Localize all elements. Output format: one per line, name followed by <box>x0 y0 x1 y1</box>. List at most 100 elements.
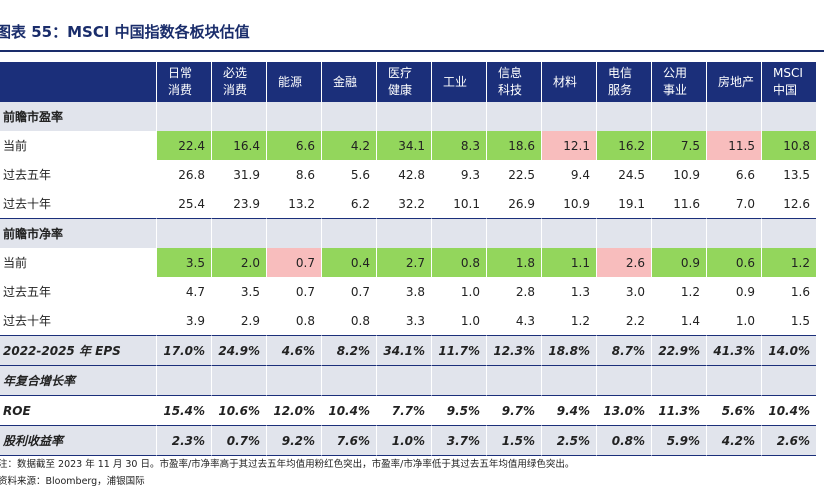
table-cell: 1.2 <box>651 277 706 306</box>
table-cell: 5.6 <box>321 160 376 189</box>
table-cell: 3.9 <box>156 306 211 336</box>
column-header-line: 中国 <box>773 83 798 97</box>
column-header: 医疗 健康 <box>376 62 431 102</box>
column-header-line: 健康 <box>388 83 413 97</box>
table-cell: 9.4 <box>541 160 596 189</box>
row-label: 股利收益率 <box>0 426 156 456</box>
table-cell: 5.9% <box>651 426 706 456</box>
table-cell: 5.6% <box>706 396 761 426</box>
table-cell: 14.0% <box>761 336 816 366</box>
table-cell: 9.4% <box>541 396 596 426</box>
column-header-line: 金融 <box>333 74 358 89</box>
table-cell: 6.6 <box>266 131 321 160</box>
table-cell: 4.3 <box>486 306 541 336</box>
column-header-line: 事业 <box>663 83 688 97</box>
table-cell <box>651 219 706 248</box>
table-cell: 1.0 <box>431 277 486 306</box>
table-cell <box>761 219 816 248</box>
table-cell <box>651 366 706 396</box>
table-cell: 3.0 <box>596 277 651 306</box>
table-cell: 34.1% <box>376 336 431 366</box>
column-header-line: 服务 <box>608 83 633 97</box>
table-cell: 0.8 <box>321 306 376 336</box>
table-cell: 9.5% <box>431 396 486 426</box>
row-label: 当前 <box>3 256 28 270</box>
row-label: 过去十年 <box>0 306 156 336</box>
column-header-line: MSCI <box>773 66 803 80</box>
row-label: 年复合增长率 <box>0 366 156 396</box>
table-cell <box>156 219 211 248</box>
table-cell: 10.4% <box>321 396 376 426</box>
figure-title: 图表 55：MSCI 中国指数各板块估值 <box>0 23 250 41</box>
table-cell: 24.5 <box>596 160 651 189</box>
table-cell <box>376 219 431 248</box>
table-cell: 41.3% <box>706 336 761 366</box>
table-cell: 0.9 <box>706 277 761 306</box>
table-cell: 3.7% <box>431 426 486 456</box>
table-body: 前瞻市盈率 当前 22.4 16.4 6.6 4.2 34.1 8.3 18.6 12.1 16.2… <box>0 102 816 456</box>
table-cell: 0.6 <box>706 248 761 277</box>
column-header-line: 材料 <box>553 74 578 89</box>
table-cell <box>266 219 321 248</box>
table-cell: 12.0% <box>266 396 321 426</box>
title-rule <box>0 50 824 52</box>
table-cell: 1.0 <box>431 306 486 336</box>
table-cell: 10.1 <box>431 189 486 219</box>
table-row: ROE 15.4% 10.6% 12.0% 10.4% 7.7% 9.5% 9.7% 9.4% 1… <box>0 396 816 426</box>
table-cell: 10.4% <box>761 396 816 426</box>
table-cell: 0.9 <box>651 248 706 277</box>
table-cell: 19.1 <box>596 189 651 219</box>
table-cell: 22.4 <box>156 131 211 160</box>
table-cell: 4.2 <box>321 131 376 160</box>
table-cell: 17.0% <box>156 336 211 366</box>
row-label: 过去五年 <box>3 168 52 182</box>
table-cell <box>651 102 706 131</box>
table-cell <box>541 102 596 131</box>
table-cell: 0.8% <box>596 426 651 456</box>
table-cell: 4.2% <box>706 426 761 456</box>
table-cell: 6.6 <box>706 160 761 189</box>
table-cell: 2.7 <box>376 248 431 277</box>
table-cell: 11.6 <box>651 189 706 219</box>
column-header-line: 医疗 <box>388 66 413 80</box>
table-cell <box>541 219 596 248</box>
table-cell: 0.7 <box>266 248 321 277</box>
table-cell: 32.2 <box>376 189 431 219</box>
table-cell <box>596 366 651 396</box>
table-row: 当前 22.4 16.4 6.6 4.2 34.1 8.3 18.6 12.1 16.2 7.5 11… <box>0 131 816 160</box>
table-cell <box>706 102 761 131</box>
column-header: 工业 <box>431 62 486 102</box>
table-row: 股利收益率 2.3% 0.7% 9.2% 7.6% 1.0% 3.7% 1.5% 2.5% 0.8… <box>0 426 816 456</box>
table-cell: 12.1 <box>541 131 596 160</box>
table-cell: 8.7% <box>596 336 651 366</box>
table-cell: 11.7% <box>431 336 486 366</box>
table-cell: 8.2% <box>321 336 376 366</box>
column-header: 电信 服务 <box>596 62 651 102</box>
table-cell: 13.0% <box>596 396 651 426</box>
column-header: MSCI 中国 <box>761 62 816 102</box>
table-cell <box>431 102 486 131</box>
table-cell: 3.5 <box>211 277 266 306</box>
row-label: 过去五年 <box>3 285 52 299</box>
header-row: 日常 消费 必选 消费 能源 金融 医疗 健康 工业 信息 科技 材料 电信 服务 公用 事业 房地产 MSCI 中… <box>0 62 816 102</box>
table-cell: 1.2 <box>541 306 596 336</box>
column-header-line: 能源 <box>278 74 303 89</box>
table-cell: 18.6 <box>486 131 541 160</box>
table-cell: 7.6% <box>321 426 376 456</box>
table-cell: 0.7 <box>321 277 376 306</box>
table-cell: 4.7 <box>156 277 211 306</box>
section-row: 前瞻市盈率 <box>0 102 816 131</box>
footnote: 注：数据截至 2023 年 11 月 30 日。市盈率/市净率高于其过去五年均值… <box>0 459 575 470</box>
table-cell <box>431 219 486 248</box>
table-cell: 3.3 <box>376 306 431 336</box>
table-cell: 2.2 <box>596 306 651 336</box>
table-cell: 18.8% <box>541 336 596 366</box>
table-cell: 12.3% <box>486 336 541 366</box>
table-cell: 8.6 <box>266 160 321 189</box>
table-cell: 11.3% <box>651 396 706 426</box>
table-cell: 2.0 <box>211 248 266 277</box>
table-cell: 2.6 <box>596 248 651 277</box>
column-header-line: 信息 <box>498 66 523 80</box>
table-cell: 1.8 <box>486 248 541 277</box>
table-cell <box>376 366 431 396</box>
